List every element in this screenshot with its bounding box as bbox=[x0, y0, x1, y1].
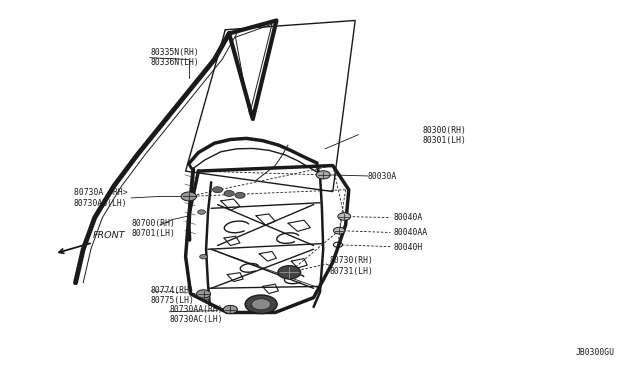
Text: 80730(RH)
80731(LH): 80730(RH) 80731(LH) bbox=[330, 256, 374, 276]
Circle shape bbox=[235, 192, 245, 198]
Circle shape bbox=[333, 227, 345, 234]
Circle shape bbox=[212, 187, 223, 193]
Text: 80300(RH)
80301(LH): 80300(RH) 80301(LH) bbox=[422, 126, 467, 145]
Text: 80040H: 80040H bbox=[394, 243, 423, 252]
Circle shape bbox=[338, 213, 351, 220]
Text: 80774(RH)
80775(LH): 80774(RH) 80775(LH) bbox=[150, 286, 195, 305]
Text: 80700(RH)
80701(LH): 80700(RH) 80701(LH) bbox=[131, 219, 175, 238]
Circle shape bbox=[223, 305, 237, 314]
Text: FRONT: FRONT bbox=[93, 231, 125, 240]
Text: JB0300GU: JB0300GU bbox=[575, 348, 614, 357]
Circle shape bbox=[181, 192, 196, 201]
Circle shape bbox=[196, 290, 211, 298]
Circle shape bbox=[200, 254, 207, 259]
Circle shape bbox=[198, 210, 205, 214]
Text: 80730A <RH>
80730AB(LH): 80730A <RH> 80730AB(LH) bbox=[74, 188, 127, 208]
Circle shape bbox=[278, 266, 301, 279]
Circle shape bbox=[316, 171, 330, 179]
Text: 80730AA(RH)
80730AC(LH): 80730AA(RH) 80730AC(LH) bbox=[170, 305, 223, 324]
Circle shape bbox=[252, 299, 271, 310]
Text: 80040A: 80040A bbox=[394, 213, 423, 222]
Circle shape bbox=[245, 295, 277, 314]
Text: 80040AA: 80040AA bbox=[394, 228, 428, 237]
Circle shape bbox=[202, 295, 210, 300]
Text: 80030A: 80030A bbox=[368, 172, 397, 181]
Text: 80335N(RH)
80336N(LH): 80335N(RH) 80336N(LH) bbox=[150, 48, 199, 67]
Circle shape bbox=[224, 190, 234, 196]
